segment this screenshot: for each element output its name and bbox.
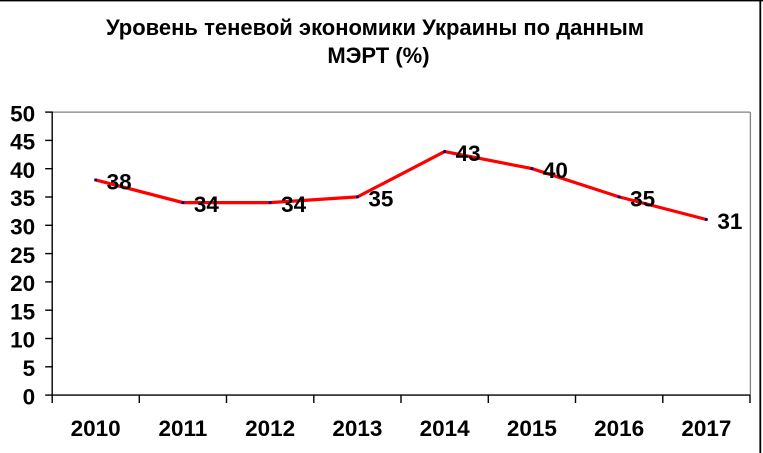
svg-text:35: 35 [10, 186, 35, 211]
svg-text:МЭРТ (%): МЭРТ (%) [327, 43, 429, 68]
svg-text:35: 35 [630, 187, 655, 212]
svg-text:43: 43 [456, 141, 481, 166]
svg-text:2016: 2016 [594, 416, 644, 441]
svg-text:5: 5 [23, 356, 36, 381]
svg-text:10: 10 [10, 328, 35, 353]
svg-text:40: 40 [10, 158, 35, 183]
svg-text:30: 30 [10, 215, 35, 240]
svg-text:2014: 2014 [420, 416, 471, 441]
svg-text:38: 38 [107, 170, 132, 195]
svg-text:45: 45 [10, 130, 35, 155]
svg-text:34: 34 [281, 192, 307, 217]
svg-text:35: 35 [368, 187, 393, 212]
svg-text:Уровень теневой экономики Укра: Уровень теневой экономики Украины по дан… [106, 15, 644, 40]
svg-text:2010: 2010 [71, 416, 121, 441]
svg-text:20: 20 [10, 271, 35, 296]
svg-text:2012: 2012 [245, 416, 295, 441]
svg-text:2013: 2013 [332, 416, 382, 441]
svg-text:34: 34 [194, 192, 220, 217]
svg-text:50: 50 [10, 101, 35, 126]
svg-text:2015: 2015 [507, 416, 557, 441]
svg-text:2011: 2011 [158, 416, 207, 441]
svg-text:15: 15 [10, 299, 35, 324]
svg-text:31: 31 [717, 209, 742, 234]
svg-text:25: 25 [10, 243, 35, 268]
svg-text:0: 0 [23, 384, 36, 409]
svg-text:40: 40 [543, 158, 568, 183]
svg-text:2017: 2017 [681, 416, 731, 441]
